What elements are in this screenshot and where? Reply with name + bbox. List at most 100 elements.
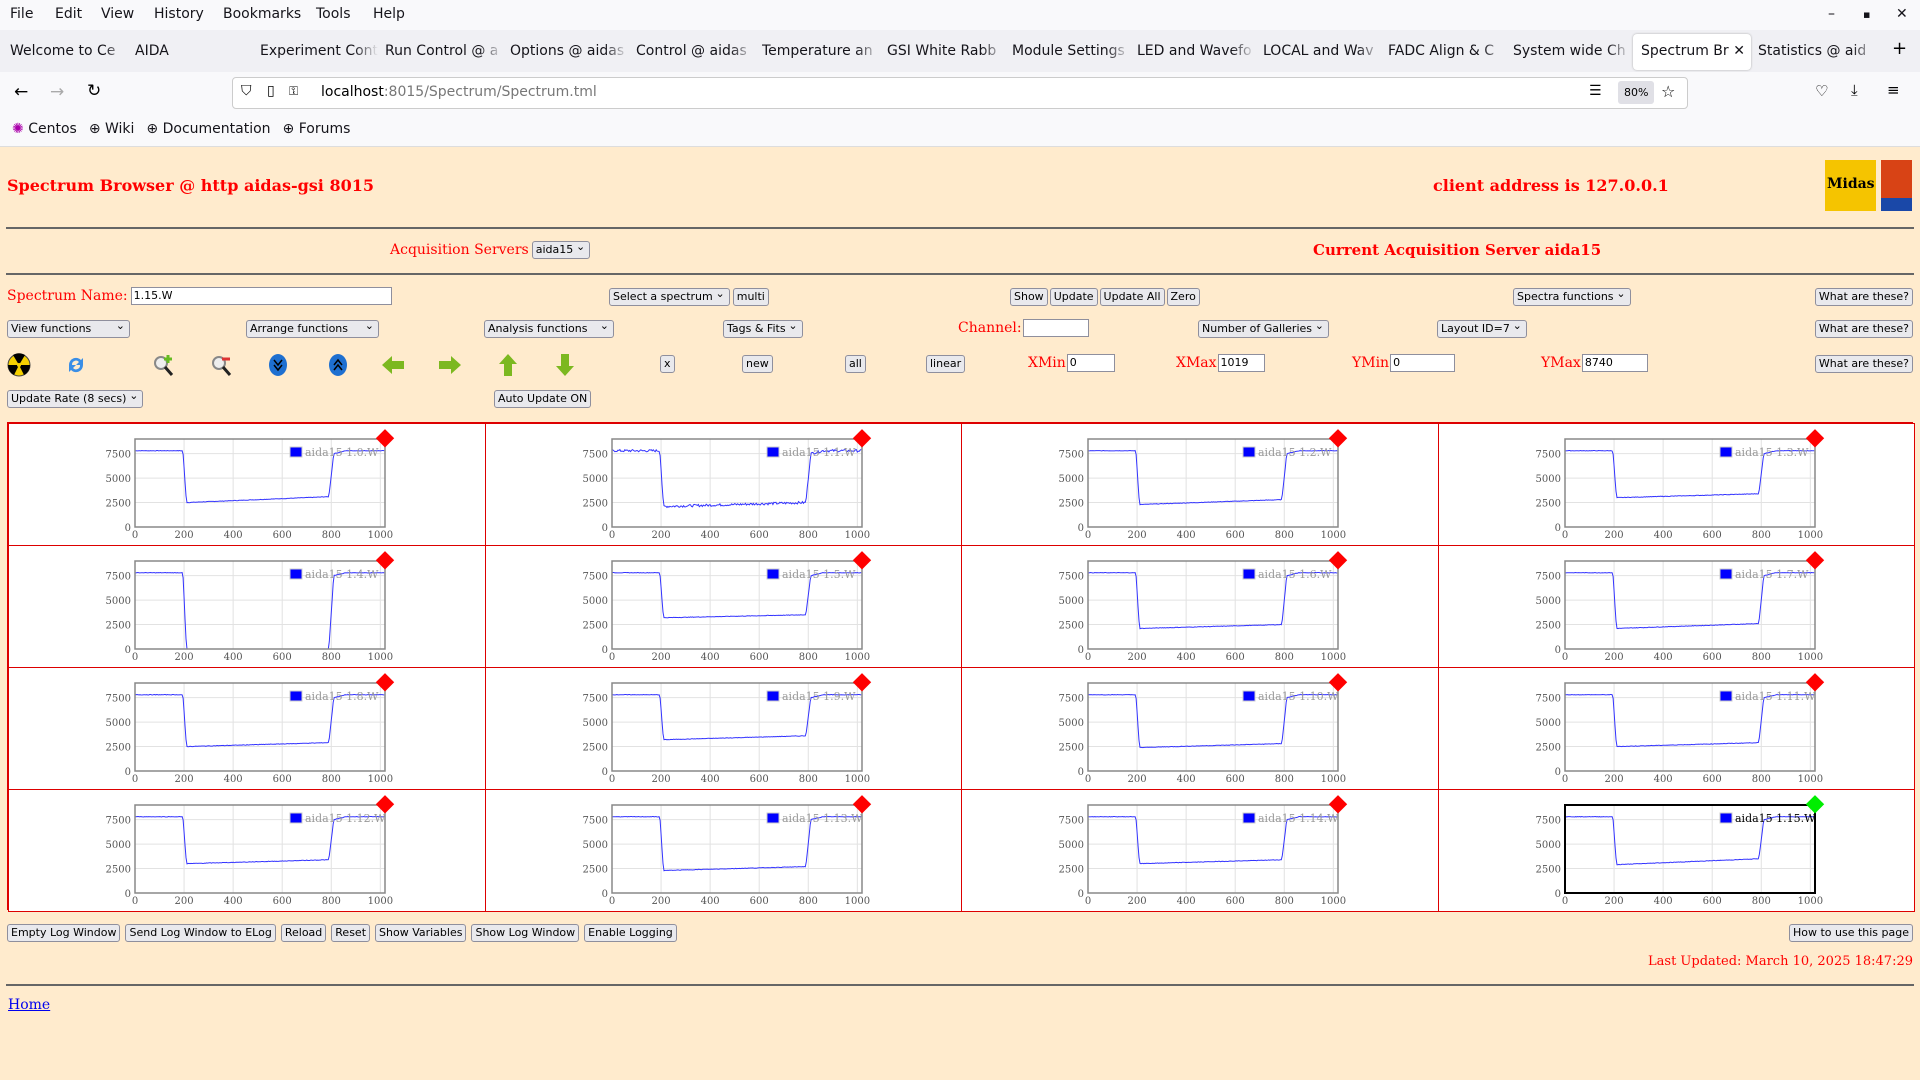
zoom-out-icon[interactable]: [210, 353, 234, 377]
spectrum-plot[interactable]: 0 200 400 600 800 1000 0 2500 5000 7500 aida15 1.5…: [486, 546, 963, 668]
update-button[interactable]: Update: [1049, 288, 1098, 306]
expand-down-icon[interactable]: [266, 353, 290, 377]
what-are-these-button[interactable]: What are these?: [1814, 355, 1913, 373]
spectrum-gallery-cell[interactable]: 0 200 400 600 800 1000 0 2500 5000 7500 aida15 1.1…: [8, 789, 486, 912]
spectrum-gallery-cell[interactable]: 0 200 400 600 800 1000 0 2500 5000 7500 aida15 1.1…: [1437, 667, 1916, 790]
spectrum-gallery-cell[interactable]: 0 200 400 600 800 1000 0 2500 5000 7500 aida15 1.8…: [8, 667, 486, 790]
spectrum-gallery-cell[interactable]: 0 200 400 600 800 1000 0 2500 5000 7500 aida15 1.1…: [484, 789, 963, 912]
number-of-galleries-dropdown[interactable]: Number of Galleries: [1198, 320, 1330, 338]
radiation-icon[interactable]: [7, 353, 31, 377]
download-icon[interactable]: ⤓: [1851, 81, 1858, 99]
spectrum-plot[interactable]: 0 200 400 600 800 1000 0 2500 5000 7500 aida15 1.1…: [962, 668, 1439, 790]
spectrum-gallery-cell[interactable]: 0 200 400 600 800 1000 0 2500 5000 7500 aida15 1.1…: [484, 423, 963, 546]
bookmark-documentation[interactable]: ⊕ Documentation: [146, 121, 270, 137]
arrow-down-icon[interactable]: [553, 353, 577, 377]
linear-button[interactable]: linear: [926, 355, 966, 373]
arrange-functions-dropdown[interactable]: Arrange functions: [246, 320, 379, 338]
browser-tab[interactable]: FADC Align & C: [1388, 34, 1506, 70]
browser-tab[interactable]: Experiment Cont: [260, 34, 378, 70]
bookmark-forums[interactable]: ⊕ Forums: [283, 121, 351, 137]
how-to-use-button[interactable]: How to use this page: [1788, 924, 1913, 942]
menu-view[interactable]: View: [101, 6, 135, 22]
spectrum-plot[interactable]: 0 200 400 600 800 1000 0 2500 5000 7500 aida15 1.9…: [486, 668, 963, 790]
spectrum-gallery-cell[interactable]: 0 200 400 600 800 1000 0 2500 5000 7500 aida15 1.0…: [8, 423, 486, 546]
spectrum-plot[interactable]: 0 200 400 600 800 1000 0 2500 5000 7500 aida15 1.7…: [1439, 546, 1916, 668]
arrow-up-icon[interactable]: [496, 353, 520, 377]
arrow-right-icon[interactable]: [438, 353, 462, 377]
browser-tab[interactable]: Statistics @ aid: [1758, 34, 1876, 70]
x-button[interactable]: x: [660, 355, 675, 373]
back-icon[interactable]: ←: [14, 82, 29, 102]
spectrum-gallery-cell[interactable]: 0 200 400 600 800 1000 0 2500 5000 7500 aida15 1.7…: [1437, 545, 1916, 668]
ymin-input[interactable]: 0: [1390, 354, 1456, 372]
reader-view-icon[interactable]: ☰: [1589, 83, 1602, 99]
spectrum-gallery-cell[interactable]: 0 200 400 600 800 1000 0 2500 5000 7500 aida15 1.2…: [961, 423, 1439, 546]
footer-button-send-log-window-to-elog[interactable]: Send Log Window to ELog: [125, 924, 276, 942]
app-menu-icon[interactable]: ≡: [1887, 81, 1900, 99]
close-tab-icon[interactable]: ✕: [1733, 43, 1745, 59]
show-button[interactable]: Show: [1010, 288, 1048, 306]
zoom-in-icon[interactable]: [152, 353, 176, 377]
spectrum-plot[interactable]: 0 200 400 600 800 1000 0 2500 5000 7500 aida15 1.2…: [962, 424, 1439, 546]
spectrum-gallery-cell[interactable]: 0 200 400 600 800 1000 0 2500 5000 7500 aida15 1.1…: [961, 789, 1439, 912]
browser-tab[interactable]: Control @ aidas: [636, 34, 754, 70]
xmax-input[interactable]: 1019: [1217, 354, 1265, 372]
browser-tab[interactable]: LOCAL and Wav: [1263, 34, 1381, 70]
spectrum-plot[interactable]: 0 200 400 600 800 1000 0 2500 5000 7500 aida15 1.8…: [9, 668, 486, 790]
browser-tab[interactable]: Module Settings: [1012, 34, 1130, 70]
spectrum-plot[interactable]: 0 200 400 600 800 1000 0 2500 5000 7500 aida15 1.0…: [9, 424, 486, 546]
browser-tab[interactable]: System wide Ch: [1513, 34, 1631, 70]
menu-bookmarks[interactable]: Bookmarks: [223, 6, 302, 22]
spectrum-plot[interactable]: 0 200 400 600 800 1000 0 2500 5000 7500 aida15 1.1…: [1439, 668, 1916, 790]
channel-input[interactable]: [1022, 319, 1089, 337]
spectrum-gallery-cell[interactable]: 0 200 400 600 800 1000 0 2500 5000 7500 aida15 1.1…: [961, 667, 1439, 790]
footer-button-enable-logging[interactable]: Enable Logging: [584, 924, 677, 942]
minimize-button[interactable]: –: [1828, 6, 1835, 22]
zero-button[interactable]: Zero: [1166, 288, 1200, 306]
browser-tab[interactable]: Run Control @ a: [385, 34, 503, 70]
midas-logo[interactable]: Midas: [1825, 160, 1876, 211]
expand-up-icon[interactable]: [326, 353, 350, 377]
menu-help[interactable]: Help: [373, 6, 405, 22]
spectrum-plot[interactable]: 0 200 400 600 800 1000 0 2500 5000 7500 aida15 1.1…: [486, 424, 963, 546]
spectrum-plot[interactable]: 0 200 400 600 800 1000 0 2500 5000 7500 aida15 1.1…: [9, 790, 486, 912]
acquisition-server-select[interactable]: aida15: [531, 241, 591, 259]
browser-tab[interactable]: Options @ aidas: [510, 34, 628, 70]
layout-dropdown[interactable]: Layout ID=7: [1437, 320, 1527, 338]
bookmark-centos[interactable]: ✺ Centos: [12, 121, 77, 137]
spectra-functions-dropdown[interactable]: Spectra functions: [1513, 288, 1631, 306]
new-tab-button[interactable]: +: [1892, 38, 1908, 59]
footer-button-empty-log-window[interactable]: Empty Log Window: [7, 924, 121, 942]
spectrum-gallery-cell[interactable]: 0 200 400 600 800 1000 0 2500 5000 7500 aida15 1.3…: [1437, 423, 1915, 546]
new-button[interactable]: new: [742, 355, 773, 373]
footer-button-reset[interactable]: Reset: [331, 924, 371, 942]
view-functions-dropdown[interactable]: View functions: [7, 320, 130, 338]
zoom-level[interactable]: 80%: [1618, 81, 1655, 104]
tags-fits-dropdown[interactable]: Tags & Fits: [723, 320, 803, 338]
footer-button-show-variables[interactable]: Show Variables: [375, 924, 467, 942]
menu-history[interactable]: History: [154, 6, 204, 22]
spectrum-gallery-cell[interactable]: 0 200 400 600 800 1000 0 2500 5000 7500 aida15 1.5…: [484, 545, 963, 668]
maximize-button[interactable]: ▪: [1863, 8, 1871, 21]
browser-tab[interactable]: GSI White Rabb: [887, 34, 1005, 70]
spectrum-plot[interactable]: 0 200 400 600 800 1000 0 2500 5000 7500 aida15 1.1…: [486, 790, 963, 912]
all-button[interactable]: all: [845, 355, 866, 373]
browser-tab[interactable]: LED and Wavefo: [1137, 34, 1255, 70]
what-are-these-button[interactable]: What are these?: [1814, 288, 1913, 306]
tcl-powered-logo[interactable]: [1881, 160, 1912, 211]
update-all-button[interactable]: Update All: [1099, 288, 1165, 306]
analysis-functions-dropdown[interactable]: Analysis functions: [484, 320, 614, 338]
home-link[interactable]: Home: [8, 997, 51, 1013]
pocket-icon[interactable]: ♡: [1815, 82, 1829, 100]
spectrum-gallery-cell[interactable]: 0 200 400 600 800 1000 0 2500 5000 7500 aida15 1.9…: [484, 667, 963, 790]
footer-button-show-log-window[interactable]: Show Log Window: [471, 924, 580, 942]
select-spectrum-dropdown[interactable]: Select a spectrum: [609, 288, 730, 306]
arrow-left-icon[interactable]: [381, 353, 405, 377]
forward-icon[interactable]: →: [50, 82, 65, 102]
menu-tools[interactable]: Tools: [316, 6, 351, 22]
spectrum-name-input[interactable]: 1.15.W: [130, 287, 392, 305]
url-bar[interactable]: ⛉ ▯ ⚿ localhost:8015/Spectrum/Spectrum.t…: [232, 77, 1688, 109]
multi-button[interactable]: multi: [732, 288, 769, 306]
url-text[interactable]: localhost:8015/Spectrum/Spectrum.tml: [321, 84, 597, 100]
spectrum-plot[interactable]: 0 200 400 600 800 1000 0 2500 5000 7500 aida15 1.4…: [9, 546, 486, 668]
